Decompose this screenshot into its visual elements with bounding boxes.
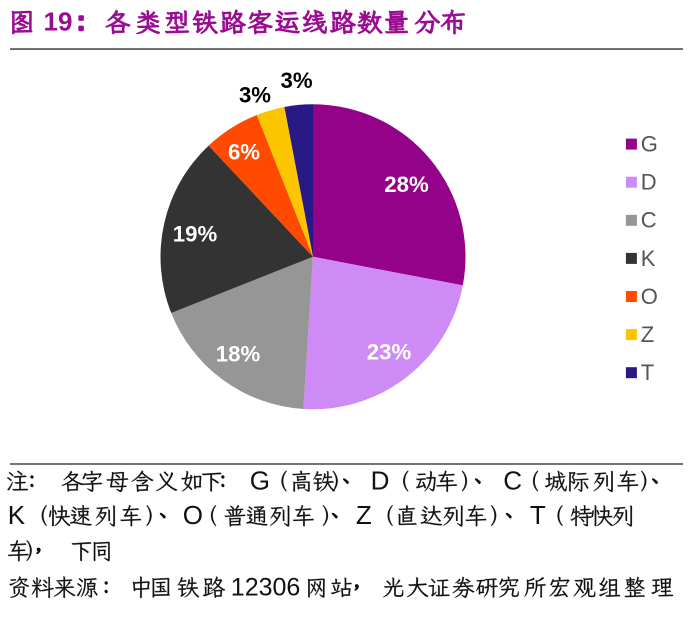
svg-text:O: O bbox=[641, 284, 658, 309]
svg-text:T: T bbox=[641, 360, 654, 385]
svg-text:3%: 3% bbox=[281, 68, 313, 93]
svg-text:6%: 6% bbox=[228, 140, 260, 165]
svg-text:18%: 18% bbox=[216, 342, 261, 367]
svg-text:3%: 3% bbox=[239, 82, 271, 107]
svg-text:Z: Z bbox=[641, 322, 654, 347]
svg-text:19: 19 bbox=[44, 7, 73, 37]
svg-text:28%: 28% bbox=[384, 172, 429, 197]
svg-text:C: C bbox=[641, 208, 657, 233]
svg-text:23%: 23% bbox=[367, 339, 412, 364]
svg-text:C: C bbox=[503, 466, 522, 496]
svg-text:T: T bbox=[530, 500, 546, 530]
svg-text:K: K bbox=[8, 500, 26, 530]
svg-text:O: O bbox=[183, 500, 203, 530]
svg-text:D: D bbox=[371, 466, 390, 496]
svg-text:D: D bbox=[641, 170, 657, 195]
svg-text:12306: 12306 bbox=[231, 574, 301, 602]
svg-text:G: G bbox=[250, 466, 270, 496]
svg-text:G: G bbox=[641, 132, 658, 157]
svg-text:19%: 19% bbox=[173, 222, 218, 247]
svg-text:K: K bbox=[641, 246, 656, 271]
svg-text:Z: Z bbox=[356, 500, 372, 530]
